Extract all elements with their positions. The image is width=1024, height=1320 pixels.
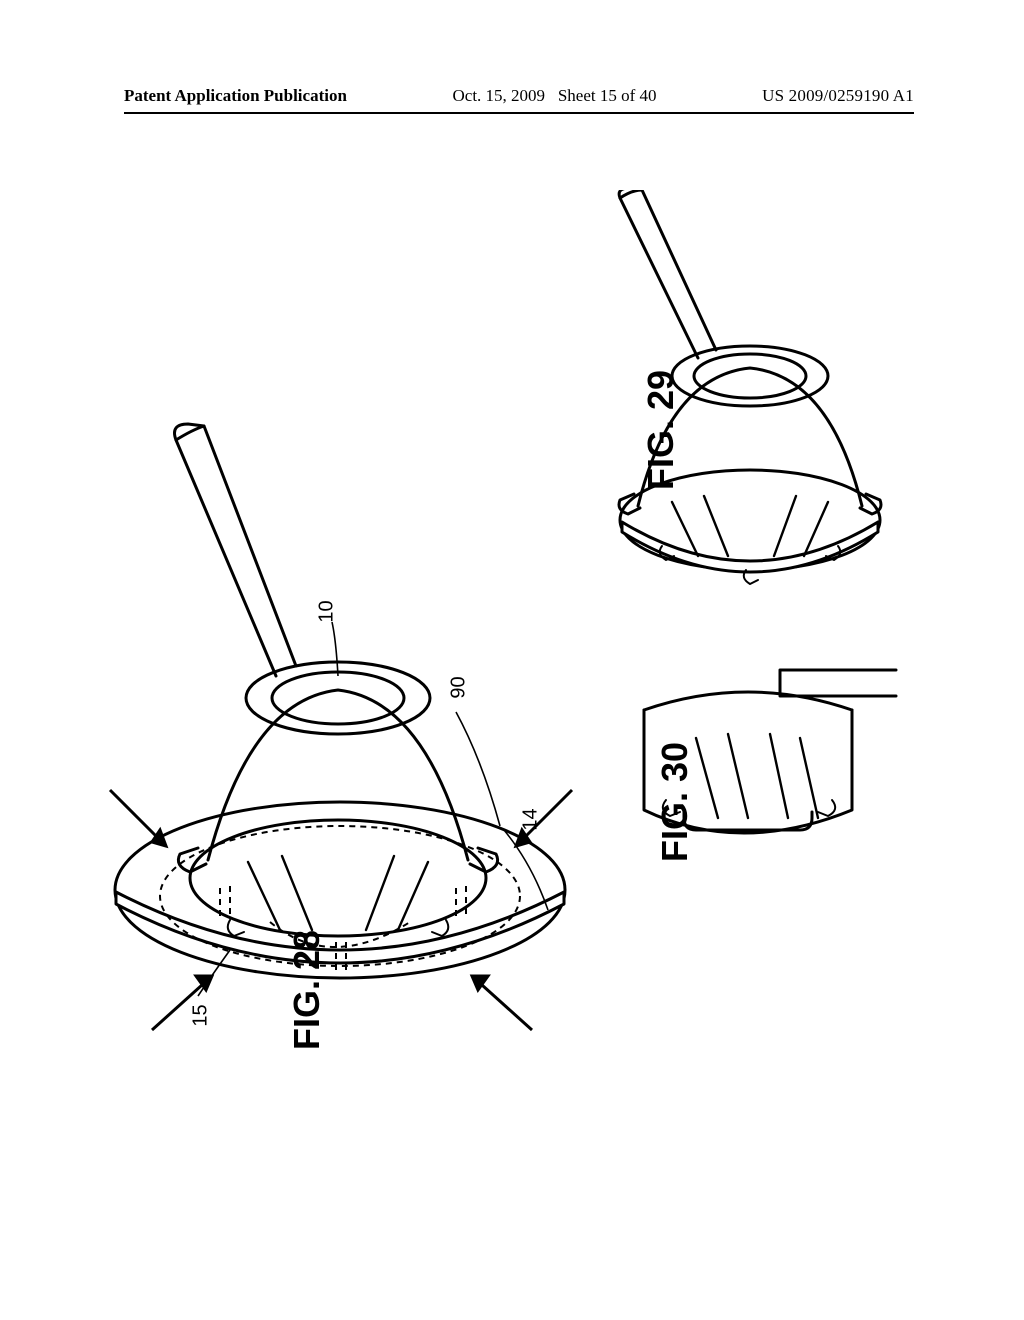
fig28-drawing <box>80 390 600 1110</box>
fig28-label: FIG. 28 <box>286 930 328 1050</box>
fig29-label: FIG. 29 <box>640 370 682 490</box>
ref-10: 10 <box>316 600 339 622</box>
fig30-drawing <box>600 650 900 870</box>
ref-15: 15 <box>190 1004 213 1026</box>
fig30-label: FIG. 30 <box>654 742 696 862</box>
header-sheet: Sheet 15 of 40 <box>558 86 657 105</box>
ref-90: 90 <box>448 676 471 698</box>
fig29-drawing <box>560 190 920 610</box>
header-rule <box>124 112 914 114</box>
header-publication: Patent Application Publication <box>124 86 347 106</box>
header-pubnum: US 2009/0259190 A1 <box>762 86 914 106</box>
figure-canvas: 10 90 14 15 FIG. 28 <box>0 120 1024 1300</box>
header-date: Oct. 15, 2009 <box>453 86 546 105</box>
ref-14: 14 <box>520 808 543 830</box>
